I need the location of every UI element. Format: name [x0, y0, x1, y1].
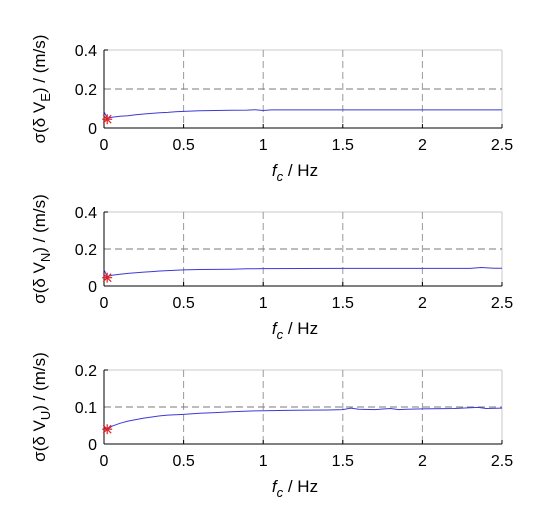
x-tick-label: 0.5 — [172, 137, 194, 154]
optimum-marker — [102, 114, 113, 125]
x-axis-label-sub: c — [277, 327, 284, 342]
x-tick-label: 2.5 — [491, 137, 513, 154]
x-axis-label-unit: / Hz — [283, 477, 318, 496]
x-axis-label-var: f — [272, 319, 279, 338]
y-tick-label: 0 — [88, 279, 97, 296]
x-tick-label: 1 — [259, 137, 268, 154]
x-tick-label: 2 — [418, 137, 427, 154]
series-line-1 — [103, 406, 503, 431]
y-axis-label: σ(δ VU) / (m/s) — [30, 352, 53, 462]
x-axis-label-var: f — [272, 161, 279, 180]
x-tick-label: 0 — [100, 453, 109, 470]
x-tick-label: 1.5 — [332, 137, 354, 154]
x-axis-label: fc / Hz — [272, 161, 318, 184]
chart-panel-2: 0 0.5 1 1.5 2 2.5 0 0.2 0.4 fc / Hz σ(δ VN) / (m/s… — [30, 194, 513, 342]
y-axis-label-sub: U — [38, 411, 53, 420]
marker-stroke — [102, 273, 112, 283]
x-axis-label-sub: c — [277, 485, 284, 500]
marker-stroke — [102, 114, 112, 124]
y-axis-label-sub: E — [38, 93, 53, 102]
x-tick-label: 2 — [418, 295, 427, 312]
x-tick-label: 0 — [100, 137, 109, 154]
y-axis-label-pre: σ(δ V — [30, 101, 49, 143]
y-axis-label-post: ) / (m/s) — [30, 35, 49, 94]
y-tick-label: 0 — [88, 437, 97, 454]
series-line-1 — [103, 266, 502, 278]
x-tick-label: 1.5 — [332, 453, 354, 470]
optimum-marker — [102, 424, 113, 435]
chart-panel-1: 0 0.5 1 1.5 2 2.5 0 0.2 0.4 fc / Hz σ(δ VE) / (m/s… — [30, 35, 513, 184]
x-tick-label: 1 — [259, 295, 268, 312]
x-axis-label: fc / Hz — [272, 477, 318, 500]
x-axis-label-var: f — [272, 477, 279, 496]
chart-panel-3: 0 0.5 1 1.5 2 2.5 0 0.1 0.2 fc / Hz σ(δ VU) / (m/s… — [30, 352, 513, 500]
y-axis-label-pre: σ(δ V — [30, 419, 49, 461]
y-axis-label: σ(δ VE) / (m/s) — [30, 35, 53, 144]
series-line-1 — [103, 109, 502, 119]
x-tick-label: 1.5 — [332, 295, 354, 312]
x-tick-label: 1 — [259, 453, 268, 470]
x-axis-label-unit: / Hz — [283, 161, 318, 180]
y-tick-label: 0.4 — [75, 205, 97, 222]
x-tick-label: 0 — [100, 295, 109, 312]
y-tick-label: 0.2 — [75, 242, 97, 259]
x-tick-label: 0.5 — [172, 295, 194, 312]
y-axis-label-post: ) / (m/s) — [30, 194, 49, 253]
x-axis-label-unit: / Hz — [283, 319, 318, 338]
y-axis-label-sub: N — [38, 253, 53, 262]
y-tick-label: 0.2 — [75, 363, 97, 380]
x-axis-label: fc / Hz — [272, 319, 318, 342]
optimum-marker — [102, 272, 113, 283]
y-tick-label: 0.1 — [75, 400, 97, 417]
x-tick-label: 2.5 — [491, 453, 513, 470]
x-tick-label: 0.5 — [172, 453, 194, 470]
y-axis-label-post: ) / (m/s) — [30, 352, 49, 411]
y-tick-label: 0.4 — [75, 43, 97, 60]
x-tick-label: 2 — [418, 453, 427, 470]
x-axis-label-sub: c — [277, 169, 284, 184]
y-tick-label: 0 — [88, 121, 97, 138]
y-axis-label-pre: σ(δ V — [30, 261, 49, 303]
y-axis-label: σ(δ VN) / (m/s) — [30, 194, 53, 304]
y-tick-label: 0.2 — [75, 82, 97, 99]
marker-stroke — [102, 424, 112, 434]
x-tick-label: 2.5 — [491, 295, 513, 312]
